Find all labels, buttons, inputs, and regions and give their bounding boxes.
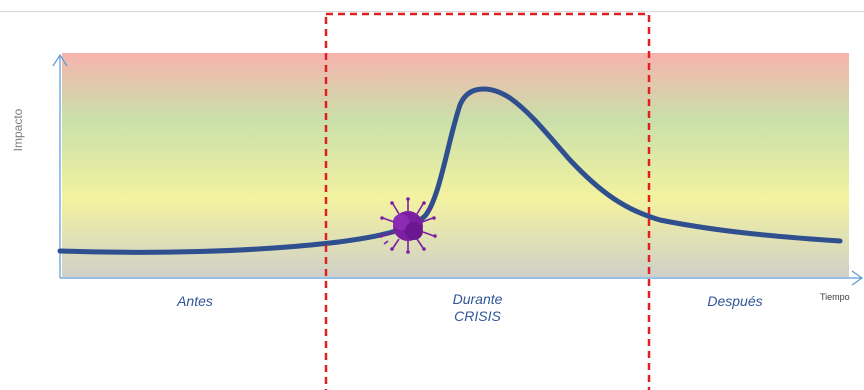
- x-axis-arrow-icon: [851, 270, 864, 286]
- y-axis-label: Impacto: [11, 108, 25, 152]
- phase-label-crisis: CRISIS: [454, 308, 501, 324]
- phase-label-before: Antes: [177, 293, 213, 309]
- impact-curve: [57, 86, 843, 255]
- top-divider: [0, 11, 864, 12]
- phase-label-during: Durante: [452, 291, 503, 307]
- phase-label-during-group: Durante CRISIS: [420, 291, 535, 325]
- y-axis-arrow-icon: [52, 53, 68, 67]
- x-axis-label: Tiempo: [820, 292, 850, 302]
- phase-label-after: Después: [707, 293, 763, 309]
- crisis-period-frame: [324, 12, 651, 390]
- impact-gradient-band: [62, 53, 849, 277]
- crisis-burst-icon: [379, 197, 437, 254]
